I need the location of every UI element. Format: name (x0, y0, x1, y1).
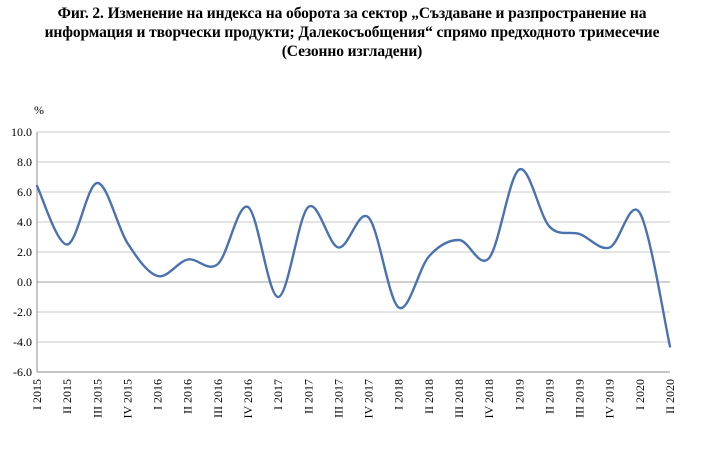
data-point (125, 241, 129, 245)
x-tick-label: I 2019 (512, 379, 526, 410)
axes (36, 132, 670, 373)
data-point (186, 258, 190, 262)
data-point (336, 246, 340, 250)
data-point (608, 246, 612, 250)
x-tick-label: I 2016 (151, 379, 165, 410)
x-tick-label: IV 2019 (603, 379, 617, 418)
data-point (487, 256, 491, 260)
data-point (517, 168, 521, 172)
x-tick-label: II 2015 (60, 379, 74, 414)
data-point (306, 205, 310, 209)
y-tick-label: 0.0 (17, 275, 32, 289)
series-line (35, 168, 672, 348)
y-tick-label: 8.0 (17, 155, 32, 169)
x-tick-label: III 2019 (573, 379, 587, 418)
y-tick-label: -2.0 (13, 305, 32, 319)
y-tick-label: 10.0 (11, 125, 32, 139)
data-point (668, 345, 672, 349)
chart-title-line-3: (Сезонно изгладени) (281, 43, 423, 60)
x-tick-label: III 2015 (90, 379, 104, 418)
x-axis-tick-labels: I 2015 II 2015 III 2015 IV 2015 I 2016 II 201… (30, 379, 677, 418)
series-layer (35, 168, 672, 349)
x-tick-label: I 2017 (271, 379, 285, 410)
x-tick-label: II 2017 (301, 379, 315, 414)
data-point (156, 274, 160, 278)
chart-title: Фиг. 2. Изменение на индекса на оборота … (0, 4, 704, 61)
x-tick-label: II 2018 (422, 379, 436, 414)
data-point (65, 243, 69, 247)
data-point (276, 295, 280, 299)
y-tick-label: 6.0 (17, 185, 32, 199)
data-point (367, 216, 371, 220)
y-axis-unit-label: % (34, 103, 44, 117)
x-tick-label: I 2015 (30, 379, 44, 410)
x-tick-label: IV 2015 (120, 379, 134, 418)
x-tick-label: III 2016 (211, 379, 225, 418)
data-point (427, 255, 431, 259)
x-tick-label: IV 2017 (362, 379, 376, 418)
data-point (216, 262, 220, 266)
data-point (578, 232, 582, 236)
chart-title-line-2: информация и творчески продукти; Далекос… (44, 24, 660, 41)
x-tick-label: III 2018 (452, 379, 466, 418)
y-tick-label: 4.0 (17, 215, 32, 229)
data-point (246, 205, 250, 209)
data-point (35, 184, 39, 188)
data-point (457, 238, 461, 242)
x-tick-label: I 2018 (392, 379, 406, 410)
x-tick-label: IV 2016 (241, 379, 255, 418)
x-tick-label: II 2019 (542, 379, 556, 414)
data-point (397, 306, 401, 310)
x-tick-label: III 2017 (331, 379, 345, 418)
x-tick-label: IV 2018 (482, 379, 496, 418)
x-tick-label: II 2016 (181, 379, 195, 414)
y-axis-tick-labels: 10.0 8.0 6.0 4.0 2.0 0.0 -2.0 -4.0 -6.0 (11, 125, 32, 379)
x-tick-label: I 2020 (633, 379, 647, 410)
y-tick-label: -4.0 (13, 335, 32, 349)
gridlines (37, 131, 670, 373)
y-tick-label: -6.0 (13, 365, 32, 379)
data-point (638, 211, 642, 215)
data-point (95, 181, 99, 185)
x-tick-label: II 2020 (663, 379, 677, 414)
data-point (547, 225, 551, 229)
chart-title-line-1: Фиг. 2. Изменение на индекса на оборота … (57, 5, 647, 22)
y-tick-label: 2.0 (17, 245, 32, 259)
